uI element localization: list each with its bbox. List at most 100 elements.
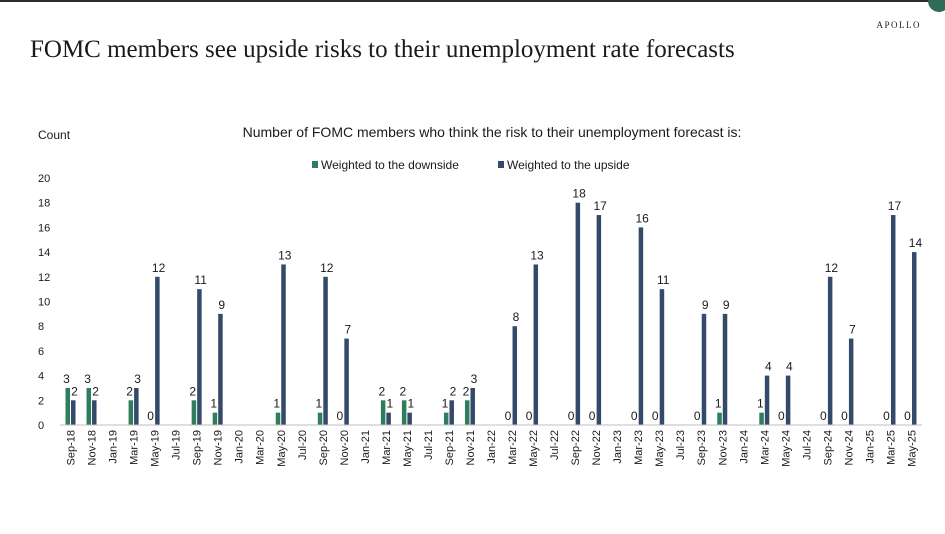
bar-value-label: 0 xyxy=(147,409,154,423)
legend-label: Weighted to the upside xyxy=(507,158,630,172)
bar-value-label: 1 xyxy=(273,397,280,411)
x-tick-label: May-23 xyxy=(654,430,666,467)
x-tick-label: May-22 xyxy=(528,430,540,467)
x-tick-label: Mar-24 xyxy=(759,430,771,465)
bar xyxy=(848,338,854,425)
bar xyxy=(764,375,770,425)
bar-value-label: 8 xyxy=(513,310,520,324)
bar-value-label: 9 xyxy=(723,298,730,312)
x-tick-label: Jul-21 xyxy=(423,430,435,460)
x-tick-label: Mar-20 xyxy=(255,430,267,465)
bar xyxy=(638,227,644,425)
bar-value-label: 2 xyxy=(463,384,470,398)
bar-value-label: 14 xyxy=(909,236,923,250)
bar-value-label: 18 xyxy=(572,187,586,201)
bar xyxy=(464,400,470,425)
x-tick-label: May-24 xyxy=(780,430,792,467)
bar-value-label: 11 xyxy=(657,273,670,287)
y-tick-label: 16 xyxy=(38,222,50,234)
bar-value-label: 1 xyxy=(210,397,217,411)
x-tick-label: Sep-24 xyxy=(822,430,834,465)
x-tick-label: Jan-19 xyxy=(108,430,120,464)
bar-value-label: 0 xyxy=(883,409,890,423)
bar-value-label: 0 xyxy=(505,409,512,423)
bar-value-label: 3 xyxy=(63,372,70,386)
bar xyxy=(759,412,764,425)
y-tick-label: 8 xyxy=(38,321,44,333)
y-tick-label: 12 xyxy=(38,272,50,284)
bar-value-label: 9 xyxy=(218,298,225,312)
bar-value-label: 1 xyxy=(408,397,415,411)
bar xyxy=(134,387,139,425)
x-tick-label: Sep-23 xyxy=(696,430,708,465)
bar-value-label: 13 xyxy=(278,248,292,262)
bar-value-label: 4 xyxy=(786,360,793,374)
x-tick-label: Sep-20 xyxy=(318,430,330,465)
bar xyxy=(212,412,218,425)
x-tick-label: Nov-23 xyxy=(717,430,729,465)
bar xyxy=(470,387,475,425)
bar xyxy=(92,400,97,425)
bar-value-label: 17 xyxy=(888,199,902,213)
x-tick-label: Jan-24 xyxy=(738,430,750,464)
bar-value-label: 12 xyxy=(825,261,839,275)
legend: Weighted to the downside Weighted to the … xyxy=(312,158,630,172)
x-tick-label: Jan-21 xyxy=(360,430,372,464)
bar-value-label: 0 xyxy=(568,409,575,423)
bar-value-label: 11 xyxy=(194,273,207,287)
x-tick-label: Sep-21 xyxy=(444,430,456,465)
bar xyxy=(128,400,134,425)
brand-logo: APOLLO xyxy=(876,20,921,30)
bar-value-label: 3 xyxy=(471,372,478,386)
bar xyxy=(197,289,202,425)
bar-value-label: 3 xyxy=(84,372,91,386)
bar xyxy=(785,375,791,425)
bar xyxy=(827,276,833,425)
bar-value-label: 13 xyxy=(530,248,544,262)
bar xyxy=(191,400,197,425)
bar-value-label: 16 xyxy=(635,211,649,225)
x-tick-label: Nov-18 xyxy=(87,430,99,465)
y-axis: 0 2 4 6 8 10 12 14 16 18 20 xyxy=(38,173,50,432)
x-tick-label: Jan-22 xyxy=(486,430,498,464)
x-tick-label: Jul-19 xyxy=(171,430,183,460)
bar-value-label: 0 xyxy=(778,409,785,423)
bar xyxy=(575,202,581,425)
bar-value-label: 1 xyxy=(387,397,394,411)
bar-value-label: 2 xyxy=(189,384,196,398)
bar-value-label: 0 xyxy=(904,409,911,423)
bar xyxy=(443,412,449,425)
legend-swatch xyxy=(312,161,318,168)
corner-badge xyxy=(928,0,945,12)
bar-value-label: 1 xyxy=(757,397,764,411)
x-tick-label: Mar-21 xyxy=(381,430,393,465)
x-tick-label: May-20 xyxy=(276,430,288,467)
x-tick-label: Nov-22 xyxy=(591,430,603,465)
bar xyxy=(323,276,328,425)
bar xyxy=(401,400,407,425)
bar-value-label: 1 xyxy=(315,397,322,411)
bar-value-label: 3 xyxy=(134,372,141,386)
bar-value-label: 0 xyxy=(820,409,827,423)
bar-value-label: 7 xyxy=(849,323,856,337)
x-tick-label: Nov-24 xyxy=(843,430,855,465)
x-tick-label: Sep-22 xyxy=(570,430,582,465)
x-tick-label: Jul-24 xyxy=(801,430,813,460)
bar-value-label: 0 xyxy=(336,409,343,423)
bar-value-label: 2 xyxy=(450,384,457,398)
y-tick-label: 4 xyxy=(38,371,44,383)
bar-value-label: 12 xyxy=(152,261,166,275)
bar-value-label: 0 xyxy=(526,409,533,423)
bar xyxy=(407,412,412,425)
bar-value-label: 2 xyxy=(126,384,133,398)
bar xyxy=(155,276,160,425)
bar-value-label: 7 xyxy=(344,323,351,337)
x-tick-label: Sep-19 xyxy=(192,430,204,465)
y-tick-label: 20 xyxy=(38,173,50,185)
x-tick-label: Nov-20 xyxy=(339,430,351,465)
bar-value-label: 2 xyxy=(71,384,78,398)
bar xyxy=(86,387,92,425)
x-tick-label: Mar-23 xyxy=(633,430,645,465)
bar-value-label: 0 xyxy=(694,409,701,423)
